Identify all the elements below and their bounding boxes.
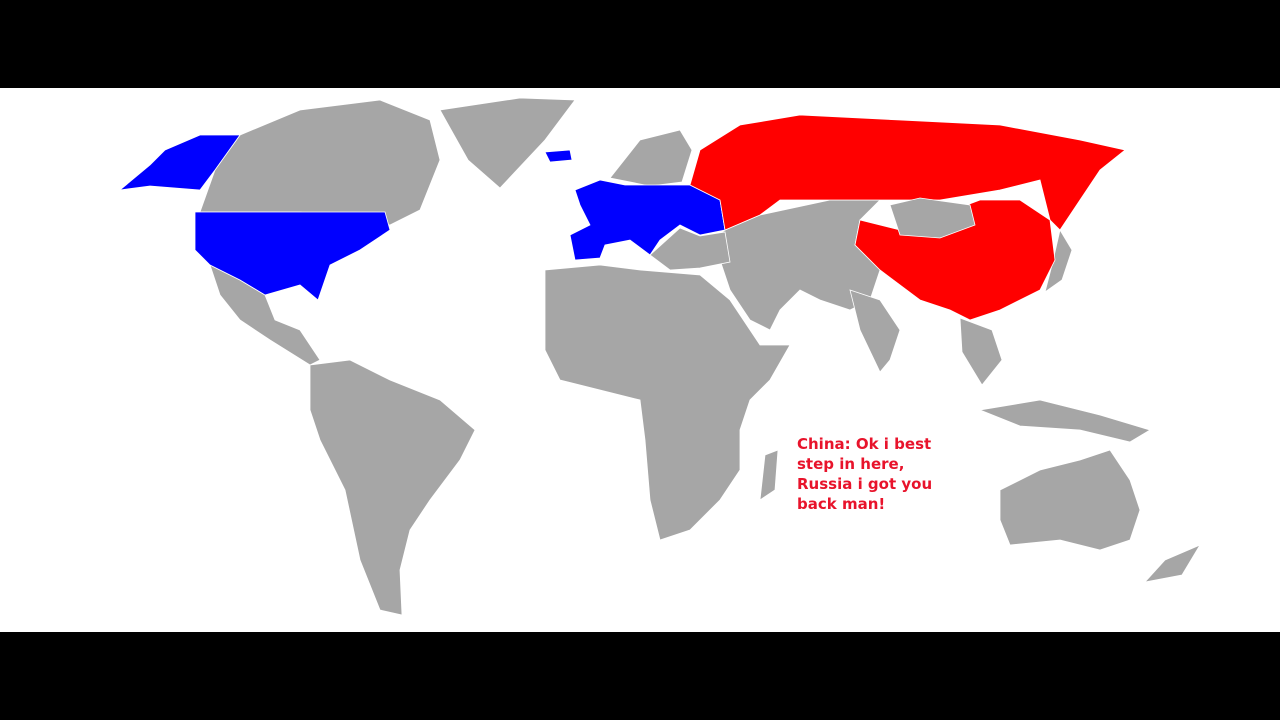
scandinavia: [609, 129, 693, 187]
india: [849, 289, 901, 373]
balkans-turkey: [649, 227, 731, 271]
southeast-asia: [959, 317, 1003, 386]
australia: [999, 449, 1141, 551]
africa: [544, 264, 791, 541]
indonesia: [978, 399, 1151, 443]
alaska: [118, 134, 241, 191]
usa: [194, 211, 391, 301]
letterbox-bottom: [0, 632, 1280, 720]
greenland: [439, 97, 576, 189]
mongolia: [889, 197, 976, 239]
new-zealand: [1143, 544, 1201, 583]
iceland: [544, 149, 573, 163]
madagascar: [759, 449, 779, 501]
canada: [199, 99, 441, 226]
south-america: [309, 359, 476, 616]
europe: [569, 179, 726, 261]
china-caption: China: Ok i best step in here, Russia i …: [797, 435, 933, 513]
letterbox-top: [0, 0, 1280, 88]
russia: [689, 114, 1126, 231]
